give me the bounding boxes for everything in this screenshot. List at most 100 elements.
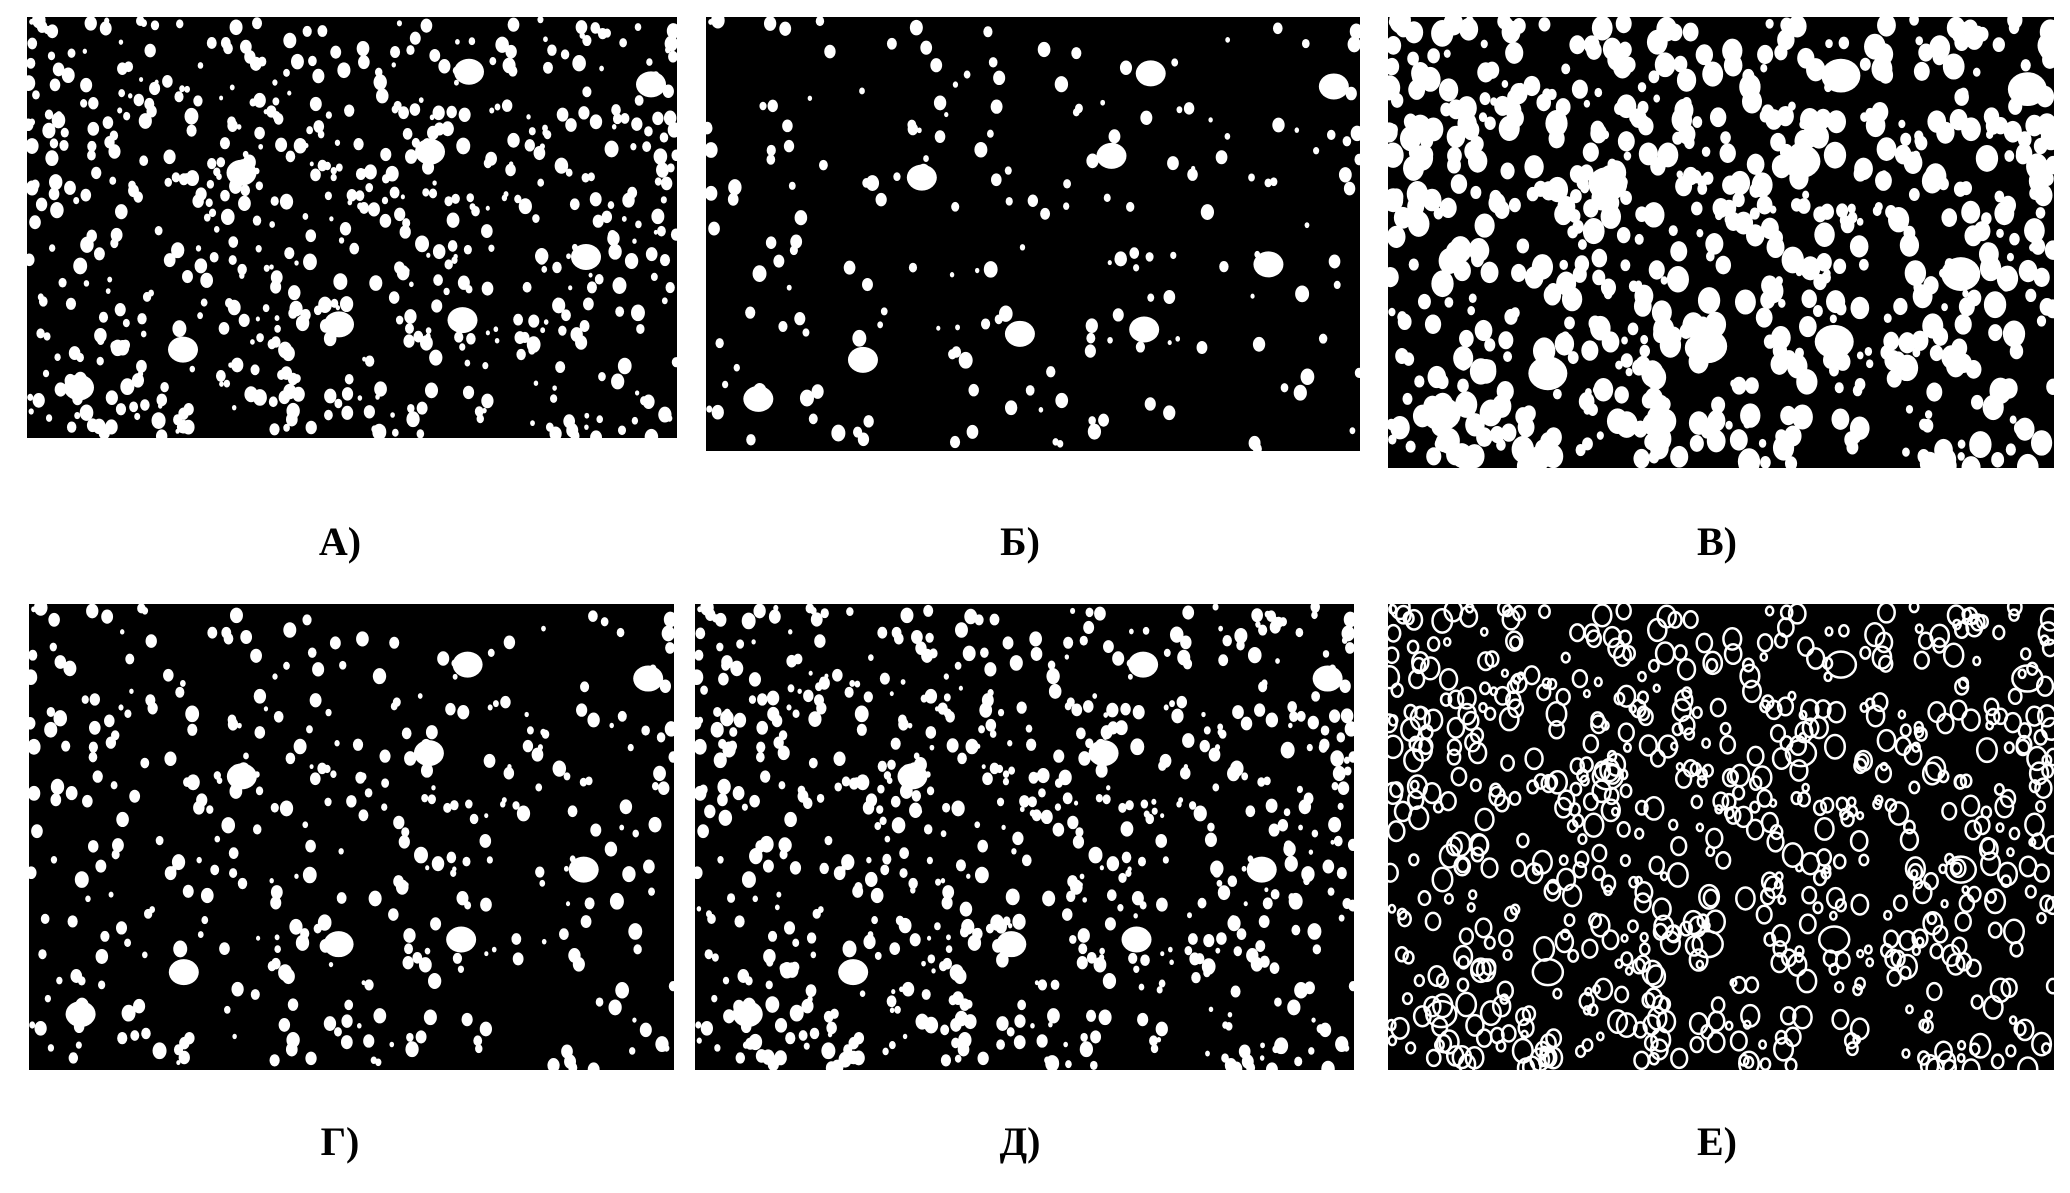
droplet: [1431, 270, 1454, 298]
droplet: [267, 960, 277, 972]
droplet: [1701, 146, 1711, 157]
droplet: [908, 877, 918, 890]
droplet: [1304, 222, 1310, 229]
droplet: [66, 421, 77, 433]
droplet: [931, 968, 936, 974]
droplet: [347, 199, 353, 206]
droplet: [1742, 679, 1763, 704]
droplet: [1070, 607, 1076, 615]
droplet: [1852, 983, 1864, 997]
droplet: [409, 31, 421, 45]
droplet: [1539, 1045, 1549, 1057]
droplet: [415, 138, 445, 165]
droplet: [98, 980, 106, 990]
droplet: [622, 192, 635, 208]
droplet: [890, 737, 901, 750]
droplet: [1283, 808, 1291, 817]
droplet: [1691, 929, 1724, 959]
droplet: [1923, 871, 1939, 891]
droplet: [195, 187, 207, 201]
droplet: [2006, 604, 2023, 617]
droplet: [1612, 644, 1632, 667]
droplet: [1763, 334, 1776, 349]
droplet: [1954, 677, 1970, 696]
droplet: [1338, 167, 1352, 183]
droplet: [707, 913, 716, 925]
droplet: [943, 693, 951, 702]
droplet: [863, 691, 873, 703]
droplet: [955, 859, 966, 872]
droplet: [1508, 197, 1521, 213]
droplet: [853, 1031, 865, 1045]
droplet: [1796, 968, 1818, 994]
droplet: [814, 634, 826, 648]
droplet: [965, 738, 979, 755]
droplet: [95, 948, 109, 964]
droplet: [1126, 201, 1135, 212]
droplet: [272, 673, 278, 680]
droplet: [984, 662, 997, 677]
droplet: [575, 20, 588, 35]
droplet: [1505, 100, 1522, 120]
droplet: [865, 871, 878, 887]
droplet: [1088, 740, 1119, 767]
droplet: [1921, 1019, 1934, 1034]
droplet: [1479, 92, 1491, 106]
droplet: [373, 74, 387, 91]
droplet: [324, 797, 332, 807]
droplet: [1673, 55, 1688, 73]
droplet: [418, 97, 424, 103]
droplet: [1913, 61, 1930, 81]
droplet: [344, 999, 354, 1011]
droplet: [1985, 720, 1995, 731]
droplet: [110, 340, 120, 352]
droplet: [1961, 708, 1981, 732]
droplet: [224, 1005, 231, 1014]
droplet: [1806, 647, 1826, 670]
droplet: [115, 403, 127, 416]
droplet: [659, 679, 672, 693]
droplet: [1838, 36, 1850, 50]
droplet: [1633, 448, 1650, 468]
droplet: [1859, 57, 1871, 71]
droplet: [921, 989, 931, 1000]
droplet: [526, 114, 531, 120]
droplet: [788, 629, 793, 635]
droplet: [253, 92, 266, 108]
droplet: [1409, 779, 1420, 792]
droplet: [1799, 120, 1807, 129]
droplet: [1801, 289, 1817, 309]
droplet: [1852, 384, 1863, 397]
droplet: [413, 740, 444, 767]
droplet: [923, 824, 933, 835]
droplet: [1954, 911, 1972, 932]
droplet: [1419, 723, 1434, 741]
droplet: [989, 613, 1000, 626]
droplet: [346, 189, 358, 202]
droplet: [1820, 796, 1835, 814]
binary-blobs: [27, 17, 677, 438]
droplet: [1280, 741, 1295, 759]
droplet: [1961, 1058, 1981, 1070]
droplet: [447, 240, 458, 252]
droplet: [142, 951, 148, 959]
droplet: [920, 40, 933, 55]
droplet: [535, 783, 543, 792]
droplet: [1187, 168, 1198, 181]
droplet: [398, 835, 410, 849]
droplet: [1096, 142, 1127, 169]
droplet: [889, 942, 901, 956]
droplet: [1645, 364, 1667, 390]
droplet: [486, 856, 493, 864]
droplet: [1733, 805, 1754, 829]
droplet: [1169, 700, 1175, 708]
droplet: [1823, 141, 1847, 169]
droplet: [1764, 605, 1775, 617]
droplet: [954, 1054, 962, 1063]
droplet: [798, 1030, 808, 1041]
droplet: [1474, 807, 1495, 832]
droplet: [197, 62, 204, 69]
droplet: [1339, 679, 1351, 693]
droplet: [1467, 741, 1488, 765]
droplet: [1768, 798, 1778, 808]
